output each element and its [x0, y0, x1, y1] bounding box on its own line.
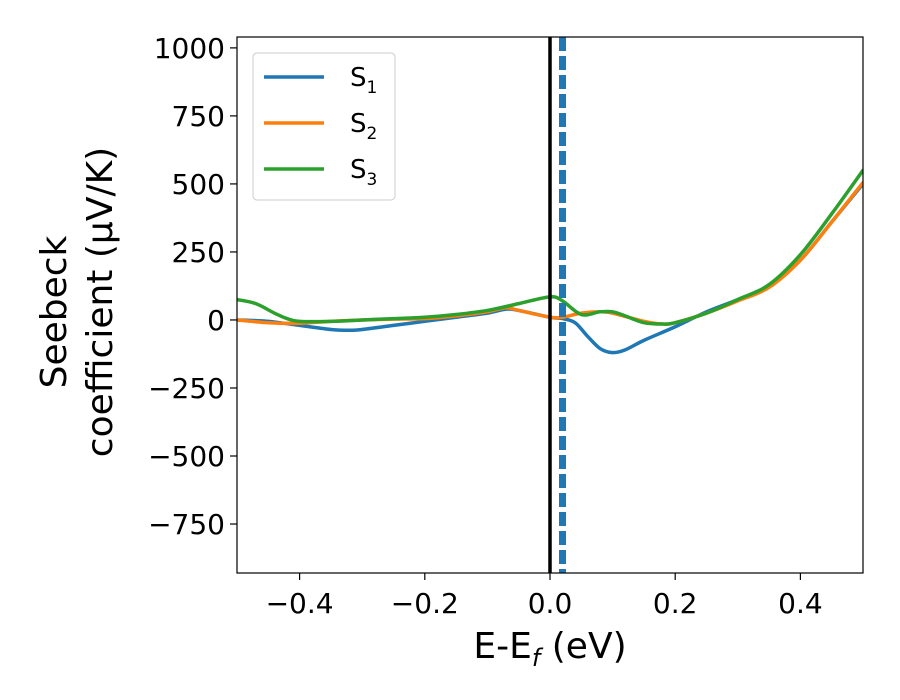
- y-tick-label: 500: [172, 168, 225, 201]
- y-tick-label: −250: [148, 372, 225, 405]
- y-axis-label-line2: coefficient (μV/K): [80, 147, 121, 457]
- y-tick-label: 1000: [154, 32, 225, 65]
- y-axis-label-line1: Seebeck: [34, 235, 75, 388]
- series-line-s3: [237, 168, 863, 326]
- legend: S1 S2 S3: [252, 52, 396, 201]
- legend-box: [252, 52, 396, 201]
- y-tick-label: −750: [148, 508, 225, 541]
- x-tick-label: −0.4: [266, 587, 334, 620]
- y-tick-label: −500: [148, 440, 225, 473]
- x-tick-label: 0.0: [528, 587, 573, 620]
- y-tick-label: 0: [207, 304, 225, 337]
- x-axis: −0.4 −0.2 0.0 0.2 0.4: [266, 573, 823, 620]
- x-axis-label: E-Ef (eV): [473, 626, 626, 672]
- x-tick-label: 0.4: [778, 587, 823, 620]
- y-tick-label: 750: [172, 100, 225, 133]
- y-tick-label: 250: [172, 236, 225, 269]
- legend-label-s3: S3: [350, 155, 377, 190]
- y-axis: −750 −500 −250 0 250 500 750 1000: [148, 32, 237, 541]
- legend-label-s2: S2: [350, 109, 377, 144]
- series-layer: [237, 168, 863, 355]
- x-tick-label: −0.2: [391, 587, 459, 620]
- vline-layer: [548, 37, 567, 573]
- legend-label-s1: S1: [350, 63, 377, 98]
- x-tick-label: 0.2: [653, 587, 698, 620]
